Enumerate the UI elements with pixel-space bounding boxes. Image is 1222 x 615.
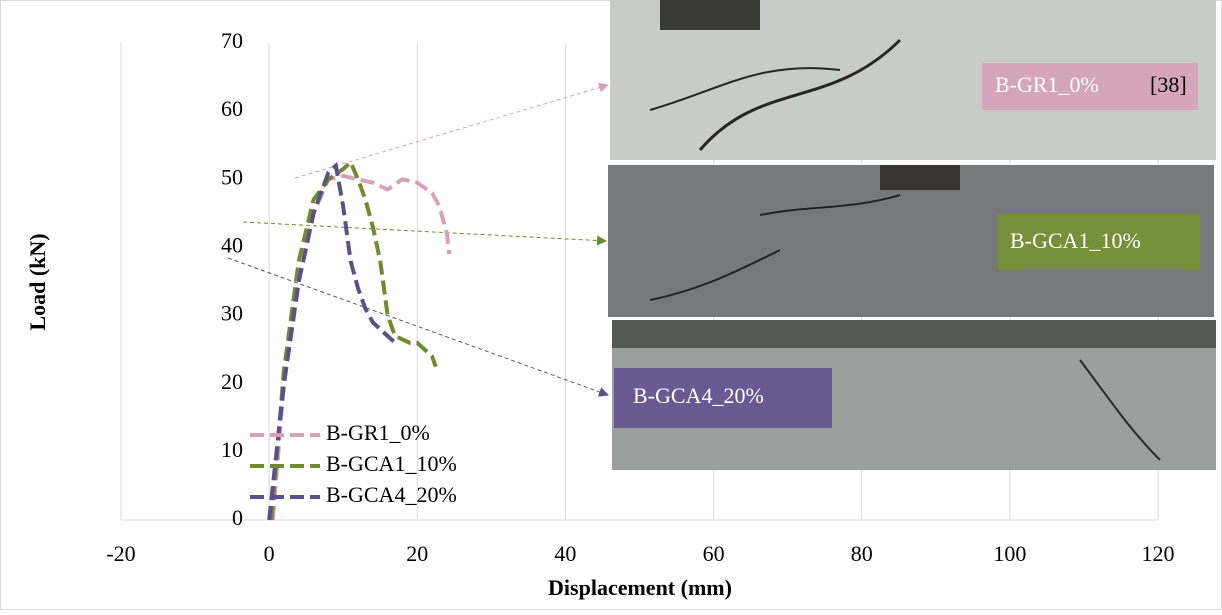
annotation: B-GCA1_10% bbox=[1010, 228, 1141, 253]
legend-label: B-GCA1_10% bbox=[326, 451, 457, 476]
annotation: [38] bbox=[1150, 72, 1187, 97]
y-tick-label: 0 bbox=[232, 505, 243, 530]
photos: B-GR1_0% [38] B-GCA1_10% B-GCA4_20% bbox=[608, 0, 1216, 470]
y-tick-label: 70 bbox=[221, 28, 243, 53]
y-tick-label: 60 bbox=[221, 96, 243, 121]
x-tick-label: 60 bbox=[703, 541, 725, 566]
y-axis-title: Load (kN) bbox=[25, 233, 50, 330]
x-tick-label: 120 bbox=[1142, 541, 1175, 566]
chart: B-GR1_0% [38] B-GCA1_10% B-GCA4_20% Load… bbox=[0, 0, 1222, 610]
x-tick-label: 20 bbox=[406, 541, 428, 566]
legend-label: B-GCA4_20% bbox=[326, 482, 457, 507]
photo-detail bbox=[880, 165, 960, 190]
x-tick-label: -20 bbox=[106, 541, 135, 566]
x-tick-label: 40 bbox=[554, 541, 576, 566]
annotation: B-GCA4_20% bbox=[633, 383, 764, 408]
x-tick-label: 0 bbox=[264, 541, 275, 566]
y-tick-label: 40 bbox=[221, 232, 243, 257]
x-axis-title: Displacement (mm) bbox=[548, 575, 732, 600]
photo-detail bbox=[660, 0, 760, 30]
y-tick-label: 30 bbox=[221, 301, 243, 326]
annotation: B-GR1_0% bbox=[995, 72, 1099, 97]
x-tick-label: 100 bbox=[993, 541, 1026, 566]
legend-label: B-GR1_0% bbox=[326, 420, 430, 445]
y-tick-label: 10 bbox=[221, 437, 243, 462]
y-tick-label: 50 bbox=[221, 164, 243, 189]
y-tick-label: 20 bbox=[221, 369, 243, 394]
x-tick-label: 80 bbox=[851, 541, 873, 566]
photo-detail bbox=[612, 320, 1216, 348]
